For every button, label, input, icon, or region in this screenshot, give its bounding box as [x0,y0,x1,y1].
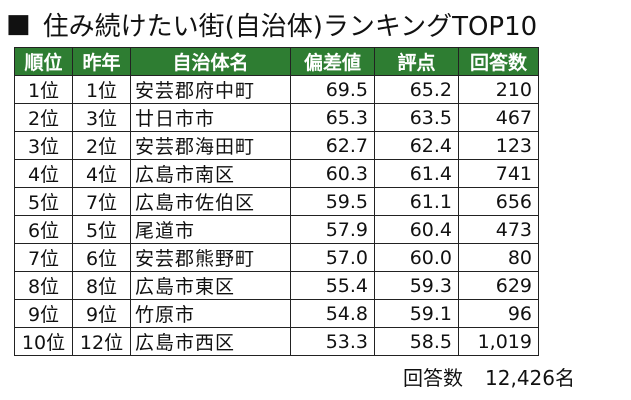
cell-score: 62.4 [374,131,459,160]
cell-deviation: 69.5 [290,75,375,104]
cell-rank: 8位 [14,271,73,300]
cell-rank: 3位 [14,131,73,160]
cell-score: 60.4 [374,215,459,244]
table-row: 10位 12位 広島市西区 53.3 58.5 1,019 [14,327,539,356]
cell-deviation: 59.5 [290,187,375,216]
cell-deviation: 53.3 [290,327,375,356]
cell-last-year: 3位 [72,103,131,132]
header-deviation: 偏差値 [290,47,375,76]
cell-score: 59.1 [374,299,459,328]
cell-score: 61.4 [374,159,459,188]
cell-municipality: 竹原市 [130,299,291,328]
table-row: 2位 3位 廿日市市 65.3 63.5 467 [14,103,539,132]
ranking-table: 順位 昨年 自治体名 偏差値 評点 回答数 1位 1位 安芸郡府中町 69.5 65.2… [14,47,539,356]
cell-responses: 656 [458,187,539,216]
cell-score: 59.3 [374,271,459,300]
response-total-value: 12,426名 [485,366,575,390]
cell-responses: 210 [458,75,539,104]
table-row: 5位 7位 広島市佐伯区 59.5 61.1 656 [14,187,539,216]
cell-deviation: 57.9 [290,215,375,244]
table-row: 6位 5位 尾道市 57.9 60.4 473 [14,215,539,244]
cell-responses: 123 [458,131,539,160]
cell-municipality: 安芸郡府中町 [130,75,291,104]
cell-deviation: 57.0 [290,243,375,272]
page-title: ■ 住み続けたい街(自治体)ランキングTOP10 [6,4,626,44]
cell-municipality: 広島市南区 [130,159,291,188]
cell-rank: 5位 [14,187,73,216]
cell-last-year: 7位 [72,187,131,216]
cell-rank: 9位 [14,299,73,328]
cell-municipality: 広島市西区 [130,327,291,356]
cell-municipality: 安芸郡海田町 [130,131,291,160]
cell-score: 65.2 [374,75,459,104]
header-responses: 回答数 [458,47,539,76]
cell-municipality: 安芸郡熊野町 [130,243,291,272]
table-row: 1位 1位 安芸郡府中町 69.5 65.2 210 [14,75,539,104]
cell-responses: 741 [458,159,539,188]
cell-score: 58.5 [374,327,459,356]
title-text: 住み続けたい街(自治体)ランキングTOP10 [42,11,538,42]
header-municipality: 自治体名 [130,47,291,76]
cell-municipality: 尾道市 [130,215,291,244]
cell-responses: 473 [458,215,539,244]
cell-last-year: 12位 [72,327,131,356]
cell-rank: 7位 [14,243,73,272]
header-score: 評点 [374,47,459,76]
cell-rank: 10位 [14,327,73,356]
cell-municipality: 廿日市市 [130,103,291,132]
cell-score: 61.1 [374,187,459,216]
cell-responses: 467 [458,103,539,132]
cell-rank: 6位 [14,215,73,244]
cell-deviation: 60.3 [290,159,375,188]
response-total: 回答数 12,426名 [403,362,575,391]
cell-score: 63.5 [374,103,459,132]
cell-last-year: 4位 [72,159,131,188]
cell-deviation: 55.4 [290,271,375,300]
response-total-label: 回答数 [403,366,464,390]
cell-deviation: 54.8 [290,299,375,328]
cell-last-year: 8位 [72,271,131,300]
header-rank: 順位 [14,47,73,76]
cell-municipality: 広島市東区 [130,271,291,300]
table-row: 3位 2位 安芸郡海田町 62.7 62.4 123 [14,131,539,160]
cell-rank: 4位 [14,159,73,188]
table-row: 4位 4位 広島市南区 60.3 61.4 741 [14,159,539,188]
cell-responses: 1,019 [458,327,539,356]
cell-municipality: 広島市佐伯区 [130,187,291,216]
cell-last-year: 9位 [72,299,131,328]
cell-responses: 96 [458,299,539,328]
table-header-row: 順位 昨年 自治体名 偏差値 評点 回答数 [14,47,539,76]
cell-score: 60.0 [374,243,459,272]
table-row: 8位 8位 広島市東区 55.4 59.3 629 [14,271,539,300]
cell-deviation: 62.7 [290,131,375,160]
cell-rank: 1位 [14,75,73,104]
cell-rank: 2位 [14,103,73,132]
table-row: 7位 6位 安芸郡熊野町 57.0 60.0 80 [14,243,539,272]
cell-last-year: 2位 [72,131,131,160]
cell-last-year: 1位 [72,75,131,104]
cell-responses: 629 [458,271,539,300]
cell-deviation: 65.3 [290,103,375,132]
header-last-year: 昨年 [72,47,131,76]
cell-responses: 80 [458,243,539,272]
cell-last-year: 6位 [72,243,131,272]
cell-last-year: 5位 [72,215,131,244]
square-bullet-icon: ■ [6,9,31,39]
table-row: 9位 9位 竹原市 54.8 59.1 96 [14,299,539,328]
